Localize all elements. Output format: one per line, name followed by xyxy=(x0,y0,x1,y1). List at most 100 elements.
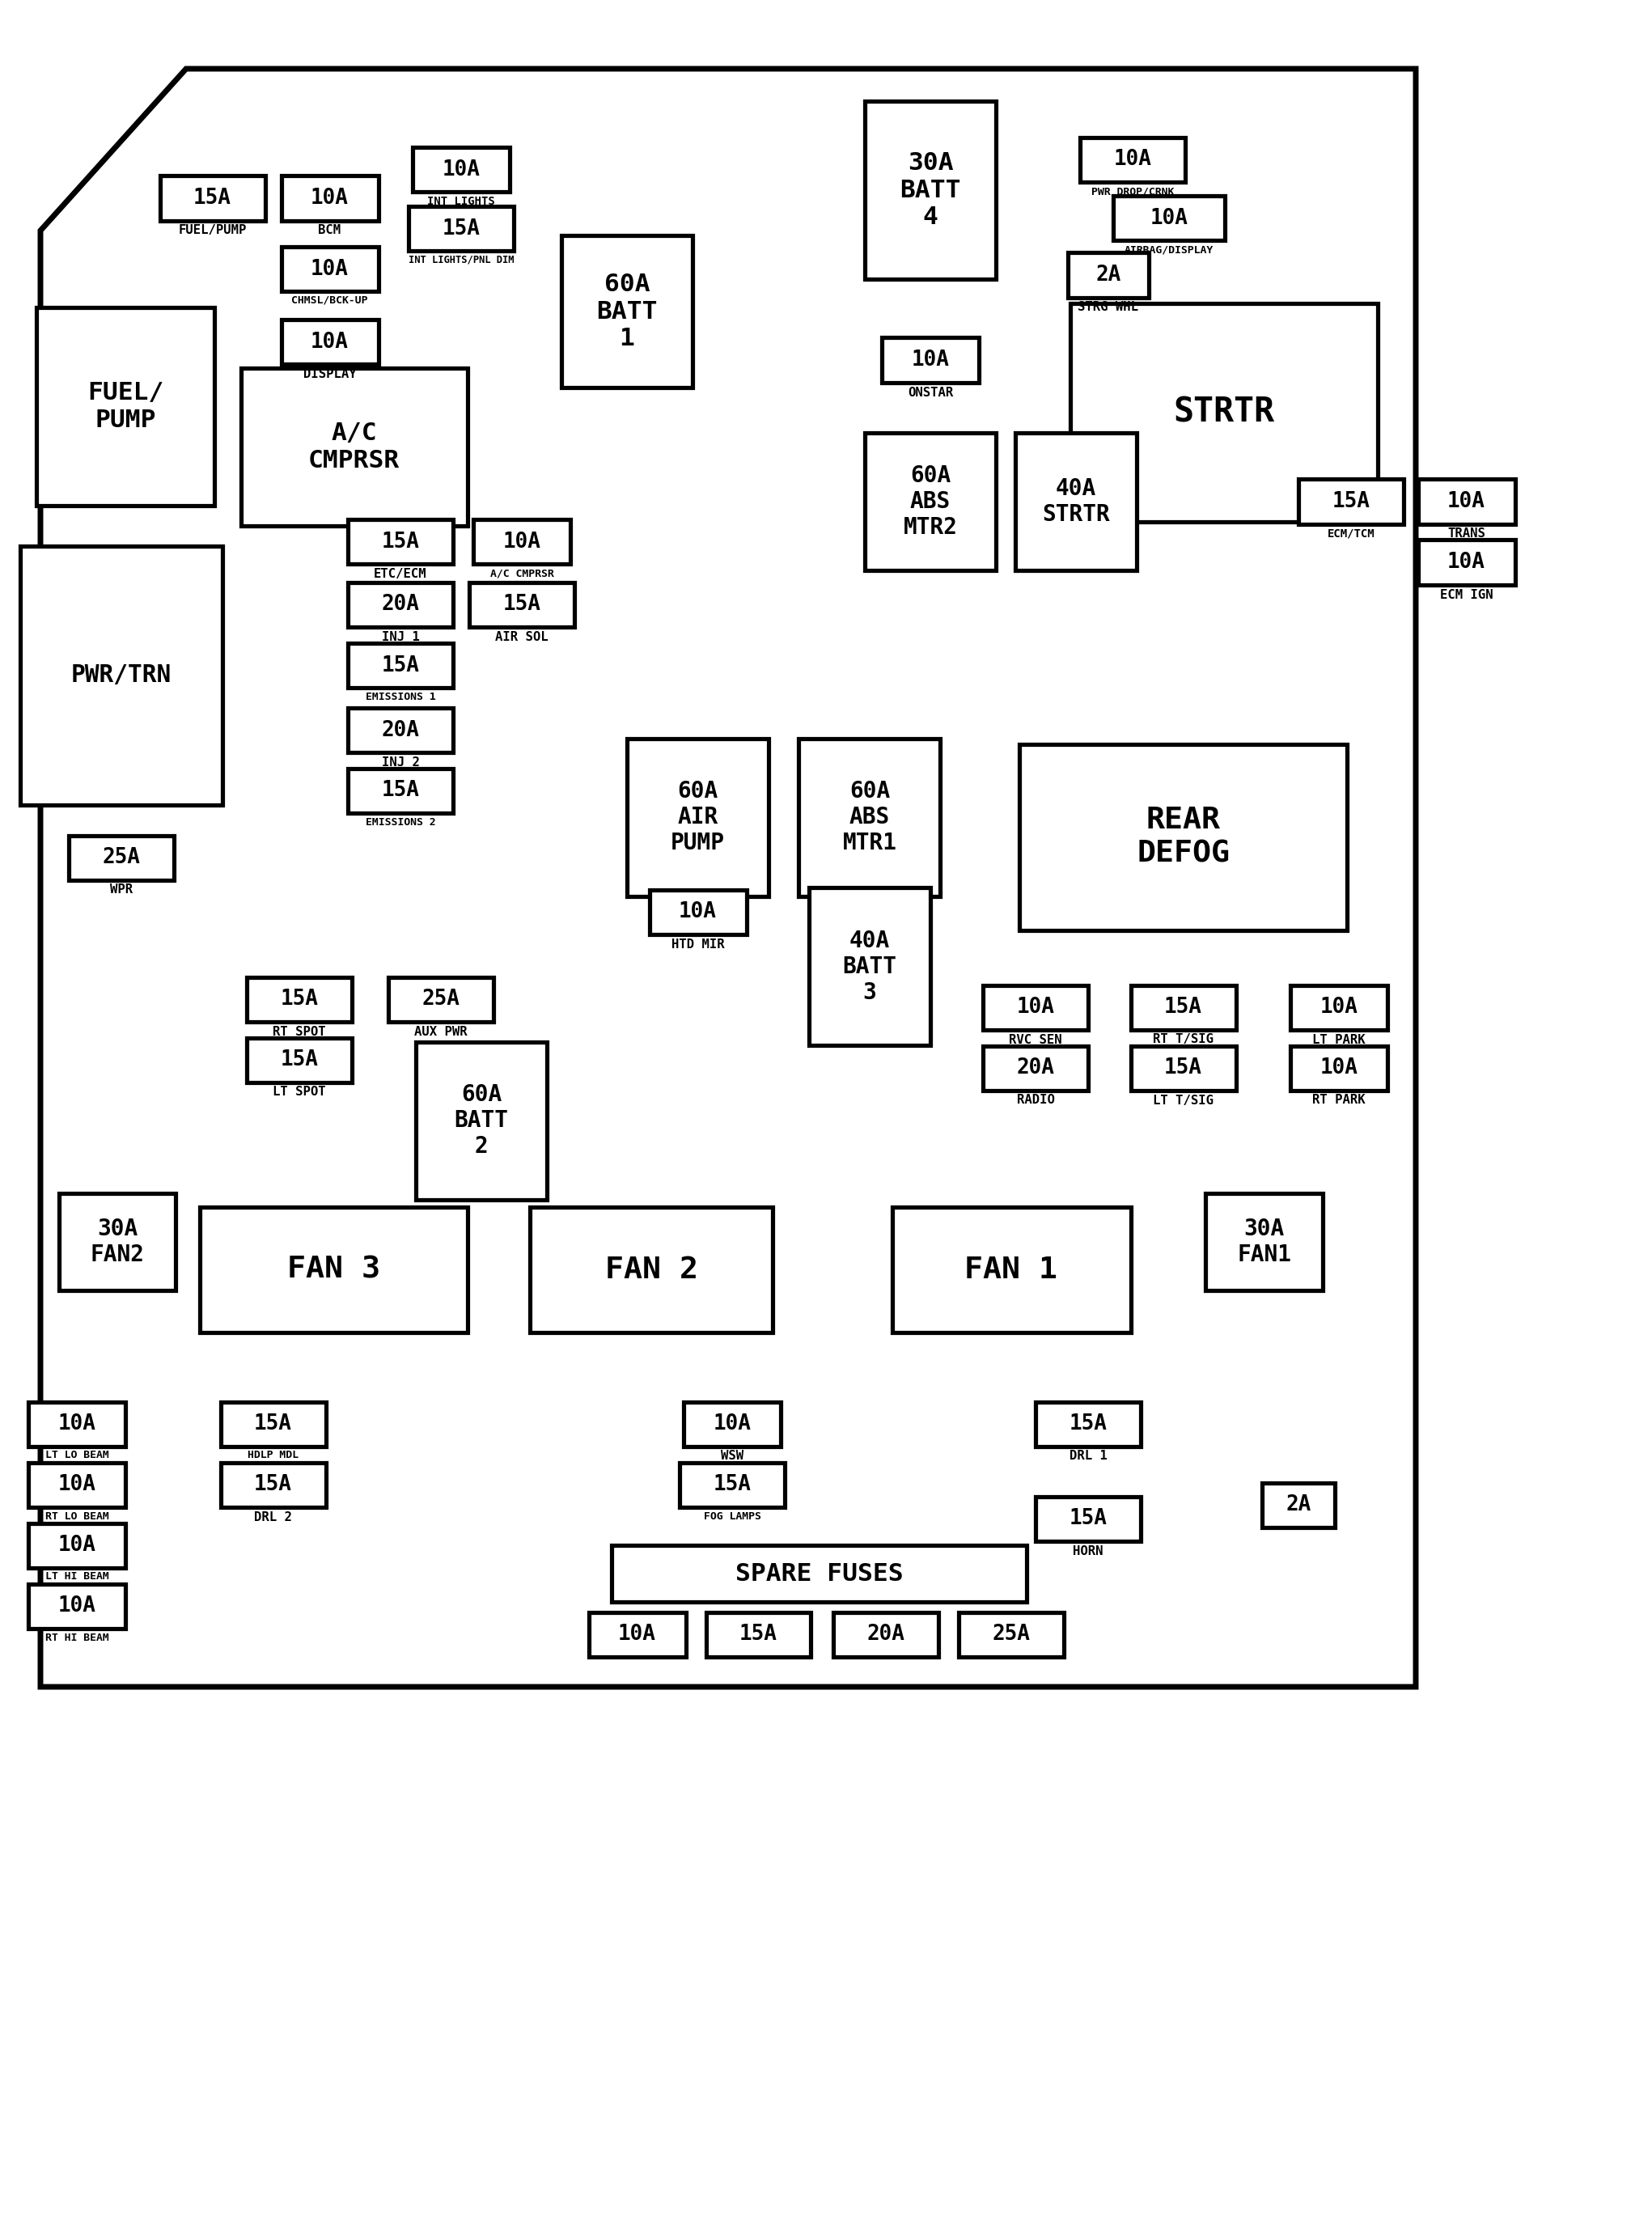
Text: ONSTAR: ONSTAR xyxy=(907,387,953,398)
Text: RVC SEN: RVC SEN xyxy=(1009,1033,1062,1045)
Text: 15A: 15A xyxy=(281,989,319,1009)
Text: 60A
BATT
1: 60A BATT 1 xyxy=(596,273,657,351)
Text: RADIO: RADIO xyxy=(1016,1094,1054,1107)
Text: DRL 1: DRL 1 xyxy=(1069,1450,1107,1463)
Bar xyxy=(983,1045,1089,1089)
Bar xyxy=(864,101,996,280)
Text: 10A: 10A xyxy=(58,1535,96,1555)
Bar xyxy=(281,177,378,221)
Bar xyxy=(679,1463,785,1508)
Text: A/C CMPRSR: A/C CMPRSR xyxy=(491,568,553,579)
Text: A/C
CMPRSR: A/C CMPRSR xyxy=(307,421,400,472)
Bar xyxy=(349,519,453,564)
Text: AIRBAG/DISPLAY: AIRBAG/DISPLAY xyxy=(1123,244,1213,255)
Bar xyxy=(611,1546,1026,1602)
Text: SPARE FUSES: SPARE FUSES xyxy=(735,1561,904,1586)
Text: 60A
AIR
PUMP: 60A AIR PUMP xyxy=(671,778,725,855)
Text: 60A
ABS
MTR1: 60A ABS MTR1 xyxy=(843,778,897,855)
Text: ECM IGN: ECM IGN xyxy=(1439,588,1492,602)
Text: 20A: 20A xyxy=(1016,1058,1054,1078)
Text: FUEL/
PUMP: FUEL/ PUMP xyxy=(88,380,164,432)
Text: 15A: 15A xyxy=(1165,1058,1203,1078)
Bar xyxy=(36,306,215,506)
Text: 40A
STRTR: 40A STRTR xyxy=(1042,476,1110,526)
Bar xyxy=(1019,745,1346,931)
Text: 15A: 15A xyxy=(443,217,481,239)
Text: 10A: 10A xyxy=(311,259,349,280)
Text: 10A: 10A xyxy=(443,159,481,181)
Text: 15A: 15A xyxy=(1332,492,1370,512)
Bar xyxy=(1130,984,1236,1029)
Bar xyxy=(1262,1483,1335,1528)
Text: 15A: 15A xyxy=(740,1624,776,1644)
Text: 10A: 10A xyxy=(58,1474,96,1494)
Text: 10A: 10A xyxy=(912,349,950,371)
Bar xyxy=(472,519,570,564)
Text: 10A: 10A xyxy=(311,331,349,353)
Text: HORN: HORN xyxy=(1072,1546,1104,1557)
Text: 10A: 10A xyxy=(618,1624,656,1644)
Text: 15A: 15A xyxy=(382,655,420,676)
Bar xyxy=(200,1208,468,1333)
Text: CHMSL/BCK-UP: CHMSL/BCK-UP xyxy=(291,295,368,306)
Text: 15A: 15A xyxy=(254,1474,292,1494)
Text: 10A: 10A xyxy=(1016,998,1054,1018)
Text: AUX PWR: AUX PWR xyxy=(415,1025,468,1038)
Text: 40A
BATT
3: 40A BATT 3 xyxy=(843,928,897,1004)
Text: 10A: 10A xyxy=(58,1595,96,1617)
Bar xyxy=(1067,253,1148,298)
Text: TRANS: TRANS xyxy=(1447,528,1485,539)
Bar xyxy=(408,206,514,251)
Bar xyxy=(1080,136,1184,181)
Bar xyxy=(281,320,378,365)
Text: 15A: 15A xyxy=(281,1049,319,1069)
Text: 15A: 15A xyxy=(254,1414,292,1434)
Text: 10A: 10A xyxy=(1447,553,1485,573)
Bar xyxy=(349,770,453,812)
Bar xyxy=(469,582,575,626)
Text: 15A: 15A xyxy=(714,1474,752,1494)
Text: INT LIGHTS/PNL DIM: INT LIGHTS/PNL DIM xyxy=(408,255,514,266)
Bar xyxy=(1290,1045,1388,1089)
Bar xyxy=(349,644,453,687)
Text: 10A: 10A xyxy=(502,532,540,553)
Text: INJ 2: INJ 2 xyxy=(382,756,420,770)
Text: 10A: 10A xyxy=(714,1414,752,1434)
Bar xyxy=(246,978,352,1022)
Bar xyxy=(649,890,747,935)
Text: 15A: 15A xyxy=(382,532,420,553)
Bar xyxy=(416,1042,547,1199)
Bar xyxy=(28,1403,126,1445)
Text: FUEL/PUMP: FUEL/PUMP xyxy=(178,224,246,237)
Bar xyxy=(1290,984,1388,1029)
Text: STRG WHL: STRG WHL xyxy=(1077,302,1138,313)
Bar xyxy=(58,1192,175,1291)
Text: STRTR: STRTR xyxy=(1173,396,1274,430)
Text: 10A: 10A xyxy=(58,1414,96,1434)
Text: 2A: 2A xyxy=(1095,264,1120,286)
Text: RT SPOT: RT SPOT xyxy=(273,1025,325,1038)
Text: 10A: 10A xyxy=(311,188,349,208)
Bar xyxy=(958,1613,1064,1658)
Text: LT LO BEAM: LT LO BEAM xyxy=(45,1450,109,1461)
Text: 20A: 20A xyxy=(867,1624,905,1644)
Text: EMISSIONS 2: EMISSIONS 2 xyxy=(365,817,436,828)
Bar xyxy=(1113,197,1224,242)
Bar xyxy=(1069,304,1378,521)
Bar xyxy=(241,369,468,526)
Bar xyxy=(684,1403,780,1445)
Bar xyxy=(864,432,996,570)
Bar xyxy=(1417,479,1515,523)
Bar xyxy=(69,834,173,879)
Text: ETC/ECM: ETC/ECM xyxy=(373,568,426,579)
Text: 10A: 10A xyxy=(1320,1058,1358,1078)
Text: 10A: 10A xyxy=(679,902,717,922)
Bar xyxy=(349,582,453,626)
Text: FAN 1: FAN 1 xyxy=(965,1255,1057,1284)
Text: WPR: WPR xyxy=(111,884,132,897)
Text: LT PARK: LT PARK xyxy=(1312,1033,1365,1045)
Text: PWR/TRN: PWR/TRN xyxy=(71,664,172,687)
Text: 15A: 15A xyxy=(193,188,231,208)
Bar xyxy=(1130,1045,1236,1089)
Text: ECM/TCM: ECM/TCM xyxy=(1327,528,1374,539)
